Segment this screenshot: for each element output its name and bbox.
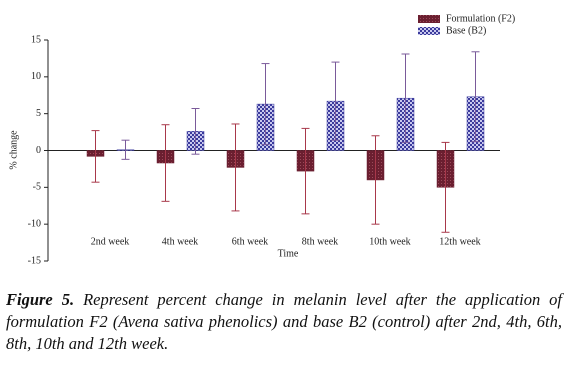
x-axis-title: Time <box>278 248 299 259</box>
y-tick-label: 0 <box>36 145 41 156</box>
y-tick-label: 5 <box>36 108 41 119</box>
x-tick-label: 8th week <box>302 236 338 247</box>
legend-swatch <box>418 15 440 23</box>
x-tick-label: 4th week <box>162 236 198 247</box>
caption-label: Figure 5. <box>6 290 75 309</box>
y-tick-label: -5 <box>33 182 41 193</box>
legend-swatch <box>418 27 440 35</box>
caption: Figure 5. Represent percent change in me… <box>6 289 562 355</box>
y-tick-label: 15 <box>31 34 41 45</box>
x-tick-label: 2nd week <box>91 236 130 247</box>
caption-text: Represent percent change in melanin leve… <box>6 290 562 353</box>
x-tick-label: 12th week <box>439 236 480 247</box>
y-tick-label: -10 <box>28 218 41 229</box>
legend-label: Formulation (F2) <box>446 13 515 24</box>
chart: % change Time -15 -10 -5 0 5 10 15 2nd week 4th … <box>8 13 515 266</box>
legend-label: Base (B2) <box>446 25 486 36</box>
x-tick-label: 10th week <box>369 236 410 247</box>
x-tick-label: 6th week <box>232 236 268 247</box>
y-tick-label: 10 <box>31 71 41 82</box>
y-axis-title: % change <box>8 130 19 170</box>
y-tick-label: -15 <box>28 255 41 266</box>
